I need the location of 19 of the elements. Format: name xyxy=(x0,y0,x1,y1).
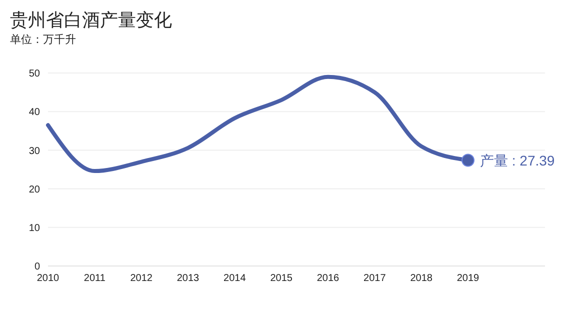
y-tick-label: 30 xyxy=(28,146,40,157)
x-tick-label: 2018 xyxy=(410,273,433,284)
y-tick-label: 0 xyxy=(34,262,40,273)
chart-title: 贵州省白酒产量变化 xyxy=(10,9,172,32)
y-tick-label: 50 xyxy=(28,68,40,80)
data-label: 产量 : 27.39 xyxy=(480,152,555,168)
x-tick-label: 2013 xyxy=(176,273,200,284)
x-tick-label: 2014 xyxy=(224,273,246,284)
x-tick-label: 2012 xyxy=(130,273,153,284)
y-tick-label: 40 xyxy=(28,107,40,118)
x-tick-label: 2010 xyxy=(36,273,60,284)
x-tick-label: 2019 xyxy=(456,273,480,284)
x-tick-label: 2011 xyxy=(84,273,106,284)
chart-subtitle: 单位：万千升 xyxy=(10,33,76,47)
x-tick-label: 2017 xyxy=(364,273,386,284)
x-tick-label: 2015 xyxy=(270,273,293,284)
y-tick-label: 10 xyxy=(28,222,40,234)
x-tick-label: 2016 xyxy=(316,273,340,284)
y-tick-label: 20 xyxy=(28,184,40,196)
